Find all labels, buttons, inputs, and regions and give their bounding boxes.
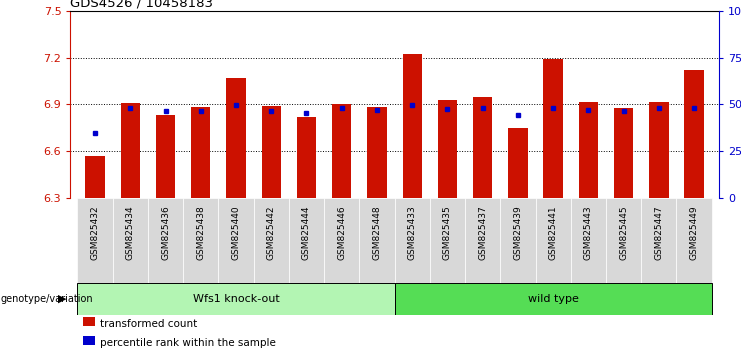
Bar <box>78 283 394 315</box>
Bar <box>85 156 104 198</box>
Text: wild type: wild type <box>528 294 579 304</box>
Text: GSM825446: GSM825446 <box>337 205 346 260</box>
Text: GSM825435: GSM825435 <box>443 205 452 260</box>
Text: GSM825433: GSM825433 <box>408 205 416 260</box>
Bar <box>368 107 387 198</box>
Bar <box>121 103 140 198</box>
Text: GSM825438: GSM825438 <box>196 205 205 260</box>
Bar <box>395 198 430 283</box>
Text: GSM825440: GSM825440 <box>231 205 241 260</box>
Text: GSM825432: GSM825432 <box>90 205 99 260</box>
Text: GSM825444: GSM825444 <box>302 205 311 259</box>
Bar <box>402 55 422 198</box>
Text: GSM825436: GSM825436 <box>161 205 170 260</box>
Text: GSM825439: GSM825439 <box>514 205 522 260</box>
Bar <box>156 115 175 198</box>
Text: GSM825449: GSM825449 <box>690 205 699 260</box>
Bar <box>324 198 359 283</box>
Bar <box>649 102 668 198</box>
Text: ▶: ▶ <box>59 294 67 304</box>
Bar <box>148 198 183 283</box>
Text: GSM825442: GSM825442 <box>267 205 276 259</box>
Bar <box>571 198 606 283</box>
Bar <box>677 198 711 283</box>
Bar <box>685 70 704 198</box>
Bar <box>332 104 351 198</box>
Text: GSM825447: GSM825447 <box>654 205 663 260</box>
Bar <box>500 198 536 283</box>
Bar <box>641 198 677 283</box>
Text: percentile rank within the sample: percentile rank within the sample <box>99 338 276 348</box>
Bar <box>465 198 500 283</box>
Bar <box>226 78 246 198</box>
Bar <box>508 128 528 198</box>
Bar <box>473 97 492 198</box>
Bar <box>395 283 711 315</box>
Bar <box>289 198 324 283</box>
Text: transformed count: transformed count <box>99 319 197 329</box>
Bar <box>579 102 598 198</box>
Bar <box>614 108 634 198</box>
Bar <box>438 100 457 198</box>
Bar <box>78 198 113 283</box>
Bar <box>253 198 289 283</box>
Text: GSM825448: GSM825448 <box>373 205 382 260</box>
Bar <box>430 198 465 283</box>
Bar <box>83 318 95 326</box>
Bar <box>83 336 95 345</box>
Text: genotype/variation: genotype/variation <box>1 294 93 304</box>
Text: GSM825445: GSM825445 <box>619 205 628 260</box>
Text: GSM825441: GSM825441 <box>548 205 558 260</box>
Bar <box>297 117 316 198</box>
Bar <box>113 198 148 283</box>
Bar <box>262 106 281 198</box>
Bar <box>191 107 210 198</box>
Text: GSM825434: GSM825434 <box>126 205 135 260</box>
Text: GDS4526 / 10458183: GDS4526 / 10458183 <box>70 0 213 10</box>
Bar <box>606 198 641 283</box>
Bar <box>219 198 253 283</box>
Bar <box>359 198 394 283</box>
Bar <box>183 198 219 283</box>
Text: Wfs1 knock-out: Wfs1 knock-out <box>193 294 279 304</box>
Bar <box>536 198 571 283</box>
Text: GSM825443: GSM825443 <box>584 205 593 260</box>
Text: GSM825437: GSM825437 <box>478 205 487 260</box>
Bar <box>543 59 563 198</box>
